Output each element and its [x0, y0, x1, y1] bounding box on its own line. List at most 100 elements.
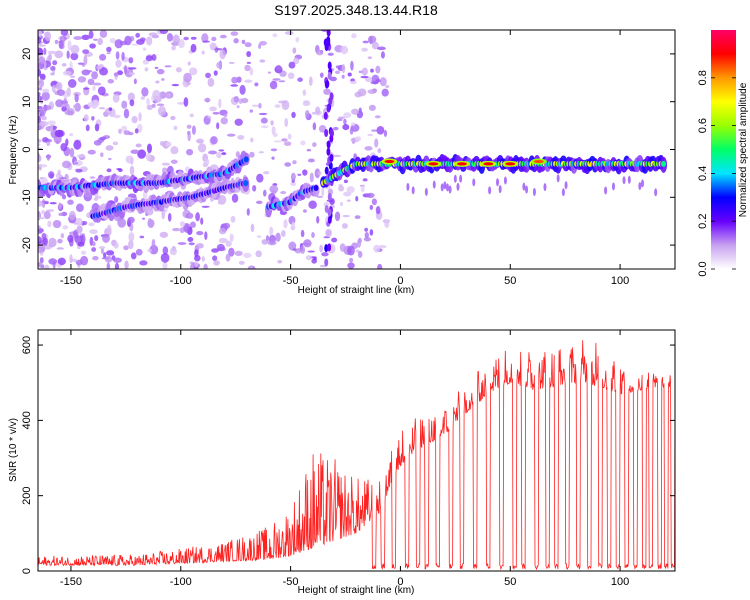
spectrogram-noise-cell — [121, 125, 128, 132]
spectrogram-x-tick-label: -150 — [60, 275, 82, 287]
spectrogram-noise-cell — [167, 212, 172, 222]
spectrogram-noise-cell — [364, 231, 369, 239]
spectrogram-noise-cell — [267, 240, 277, 246]
spectrogram-ridge-cell — [472, 178, 476, 187]
spectrogram-noise-cell — [355, 195, 359, 202]
spectrogram-noise-cell — [161, 78, 165, 81]
spectrogram-noise-cell — [324, 244, 329, 253]
spectrogram-noise-cell — [85, 69, 93, 73]
spectrogram-noise-cell — [43, 105, 52, 111]
spectrogram-noise-cell — [115, 59, 122, 68]
spectrogram-noise-cell — [379, 77, 387, 87]
spectrogram-noise-cell — [75, 217, 83, 227]
spectrogram-noise-cell — [47, 50, 57, 55]
spectrogram-hotspot — [384, 159, 395, 164]
spectrogram-noise-cell — [218, 98, 222, 109]
spectrogram-noise-cell — [130, 252, 137, 260]
spectrogram-noise-cell — [74, 162, 79, 165]
spectrogram-noise-cell — [121, 100, 128, 109]
spectrogram-noise-cell — [187, 213, 194, 219]
spectrogram-noise-cell — [324, 43, 329, 52]
spectrogram-noise-cell — [326, 140, 331, 149]
spectrogram-noise-cell — [212, 111, 220, 115]
spectrogram-noise-cell — [128, 57, 134, 64]
spectrogram-noise-cell — [173, 125, 178, 131]
spectrogram-noise-cell — [151, 238, 156, 249]
spectrogram-noise-cell — [98, 107, 106, 110]
spectrogram-noise-cell — [295, 36, 300, 43]
spectrogram-noise-cell — [367, 89, 377, 94]
spectrogram-noise-cell — [177, 102, 186, 105]
spectrogram-noise-cell — [183, 223, 190, 233]
spectrogram-noise-cell — [194, 254, 201, 262]
spectrogram-noise-cell — [47, 120, 56, 126]
spectrogram-noise-cell — [351, 108, 360, 115]
spectrogram-noise-cell — [338, 185, 345, 192]
spectrogram-noise-cell — [43, 47, 47, 56]
spectrogram-noise-cell — [135, 248, 143, 256]
spectrogram-noise-cell — [38, 236, 42, 245]
spectrogram-noise-cell — [357, 251, 363, 258]
spectrogram-noise-cell — [201, 33, 209, 43]
spectrogram-noise-cell — [57, 238, 63, 244]
spectrogram-noise-cell — [292, 57, 300, 65]
spectrogram-noise-cell — [350, 60, 354, 71]
spectrogram-noise-cell — [267, 71, 272, 74]
spectrogram-noise-cell — [233, 95, 240, 103]
spectrogram-noise-cell — [376, 46, 386, 51]
spectrogram-noise-cell — [208, 150, 218, 155]
spectrogram-noise-cell — [165, 141, 172, 148]
spectrogram-noise-cell — [117, 70, 123, 76]
spectrogram-noise-cell — [307, 250, 315, 253]
spectrogram-noise-cell — [319, 72, 324, 78]
spectrogram-noise-cell — [105, 250, 115, 256]
spectrogram-noise-cell — [125, 155, 134, 164]
spectrogram-noise-cell — [38, 261, 43, 268]
spectrogram-noise-cell — [66, 87, 71, 97]
spectrogram-noise-cell — [343, 179, 349, 184]
snr-y-tick-label: 0 — [21, 568, 33, 574]
spectrogram-noise-cell — [225, 240, 232, 247]
spectrogram-noise-cell — [55, 83, 61, 89]
spectrogram-ridge-cell — [640, 179, 644, 188]
spectrogram-noise-cell — [230, 31, 239, 36]
spectrogram-noise-cell — [207, 115, 212, 119]
spectrogram-noise-cell — [99, 30, 108, 38]
spectrogram-noise-cell — [148, 32, 158, 37]
spectrogram-noise-cell — [324, 204, 329, 213]
colorbar-tick-label: 0.6 — [697, 118, 709, 133]
spectrogram-noise-cell — [106, 46, 112, 53]
spectrogram-noise-cell — [159, 91, 167, 99]
spectrogram-noise-cell — [135, 32, 141, 38]
spectrogram-ridge-cell — [496, 178, 500, 187]
spectrogram-noise-cell — [106, 262, 111, 269]
spectrogram-noise-cell — [273, 132, 278, 138]
spectrogram-noise-cell — [128, 72, 136, 76]
spectrogram-noise-cell — [327, 52, 334, 56]
spectrogram-noise-cell — [259, 59, 266, 63]
spectrogram-noise-cell — [113, 242, 119, 249]
spectrogram-y-tick-label: -20 — [21, 237, 33, 253]
spectrogram-noise-cell — [70, 44, 80, 54]
spectrogram-noise-cell — [38, 143, 41, 146]
spectrogram-noise-cell — [129, 99, 135, 107]
spectrogram-noise-cell — [186, 82, 192, 85]
spectrogram-y-tick-label: 0 — [21, 146, 33, 152]
spectrogram-noise-cell — [70, 52, 79, 61]
spectrogram-noise-cell — [100, 247, 104, 255]
spectrogram-noise-cell — [326, 147, 331, 156]
spectrogram-ridge-cell — [411, 186, 415, 195]
spectrogram-ridge-cell — [638, 182, 642, 191]
spectrogram-noise-cell — [281, 230, 286, 237]
spectrogram-noise-cell — [83, 87, 90, 90]
spectrogram-y-label: Frequency (Hz) — [8, 116, 19, 185]
spectrogram-noise-cell — [92, 82, 102, 86]
spectrogram-noise-cell — [316, 195, 324, 198]
spectrogram-noise-cell — [250, 223, 255, 233]
spectrogram-noise-cell — [47, 220, 52, 228]
spectrogram-noise-cell — [38, 47, 44, 56]
spectrogram-noise-cell — [58, 39, 64, 49]
spectrogram-noise-cell — [67, 234, 74, 243]
spectrogram-noise-cell — [346, 186, 355, 194]
